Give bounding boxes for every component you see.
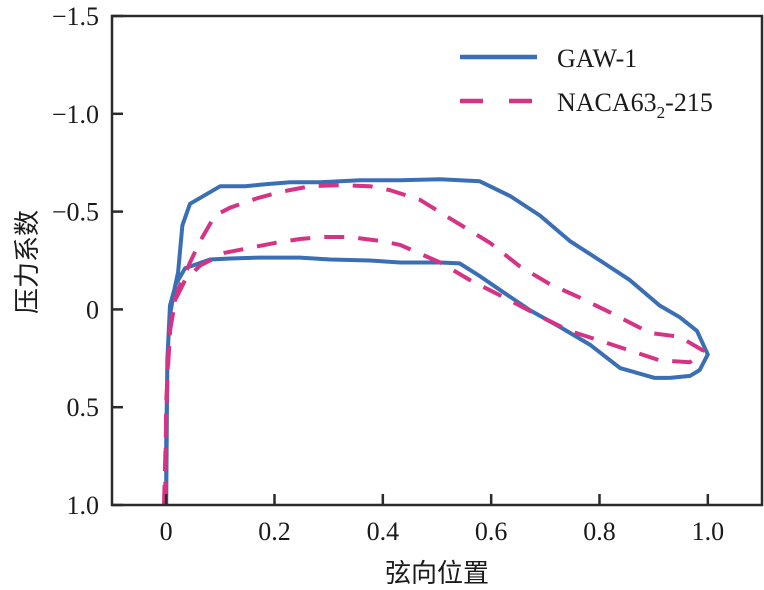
y-tick-label: 0.5 xyxy=(67,393,100,422)
legend-label: GAW-1 xyxy=(557,44,637,73)
plot-area xyxy=(162,177,710,506)
x-tick-label: 1.0 xyxy=(692,517,725,546)
x-tick-label: 0.4 xyxy=(367,517,400,546)
series-line-gaw-1 xyxy=(164,177,710,506)
y-tick-label: 0 xyxy=(86,295,99,324)
y-tick-label: −0.5 xyxy=(52,198,99,227)
x-tick-label: 0.2 xyxy=(258,517,291,546)
y-tick-label: 1.0 xyxy=(67,491,100,520)
legend-label: NACA632-215 xyxy=(557,88,713,122)
y-tick-label: −1.0 xyxy=(52,100,99,129)
x-tick-label: 0 xyxy=(160,517,173,546)
axes-frame xyxy=(110,14,764,507)
legend: GAW-1 NACA632-215 xyxy=(460,44,713,122)
series-line-naca632-215 xyxy=(162,183,705,506)
y-axis-title: 压力系数 xyxy=(13,210,43,314)
x-axis-title: 弦向位置 xyxy=(385,559,489,589)
y-axis: −1.5 −1.0 −0.5 0 0.5 1.0 xyxy=(52,2,123,520)
x-axis: 0 0.2 0.4 0.6 0.8 1.0 xyxy=(160,494,724,546)
y-tick-label: −1.5 xyxy=(52,2,99,31)
x-tick-label: 0.8 xyxy=(583,517,616,546)
x-tick-label: 0.6 xyxy=(475,517,508,546)
